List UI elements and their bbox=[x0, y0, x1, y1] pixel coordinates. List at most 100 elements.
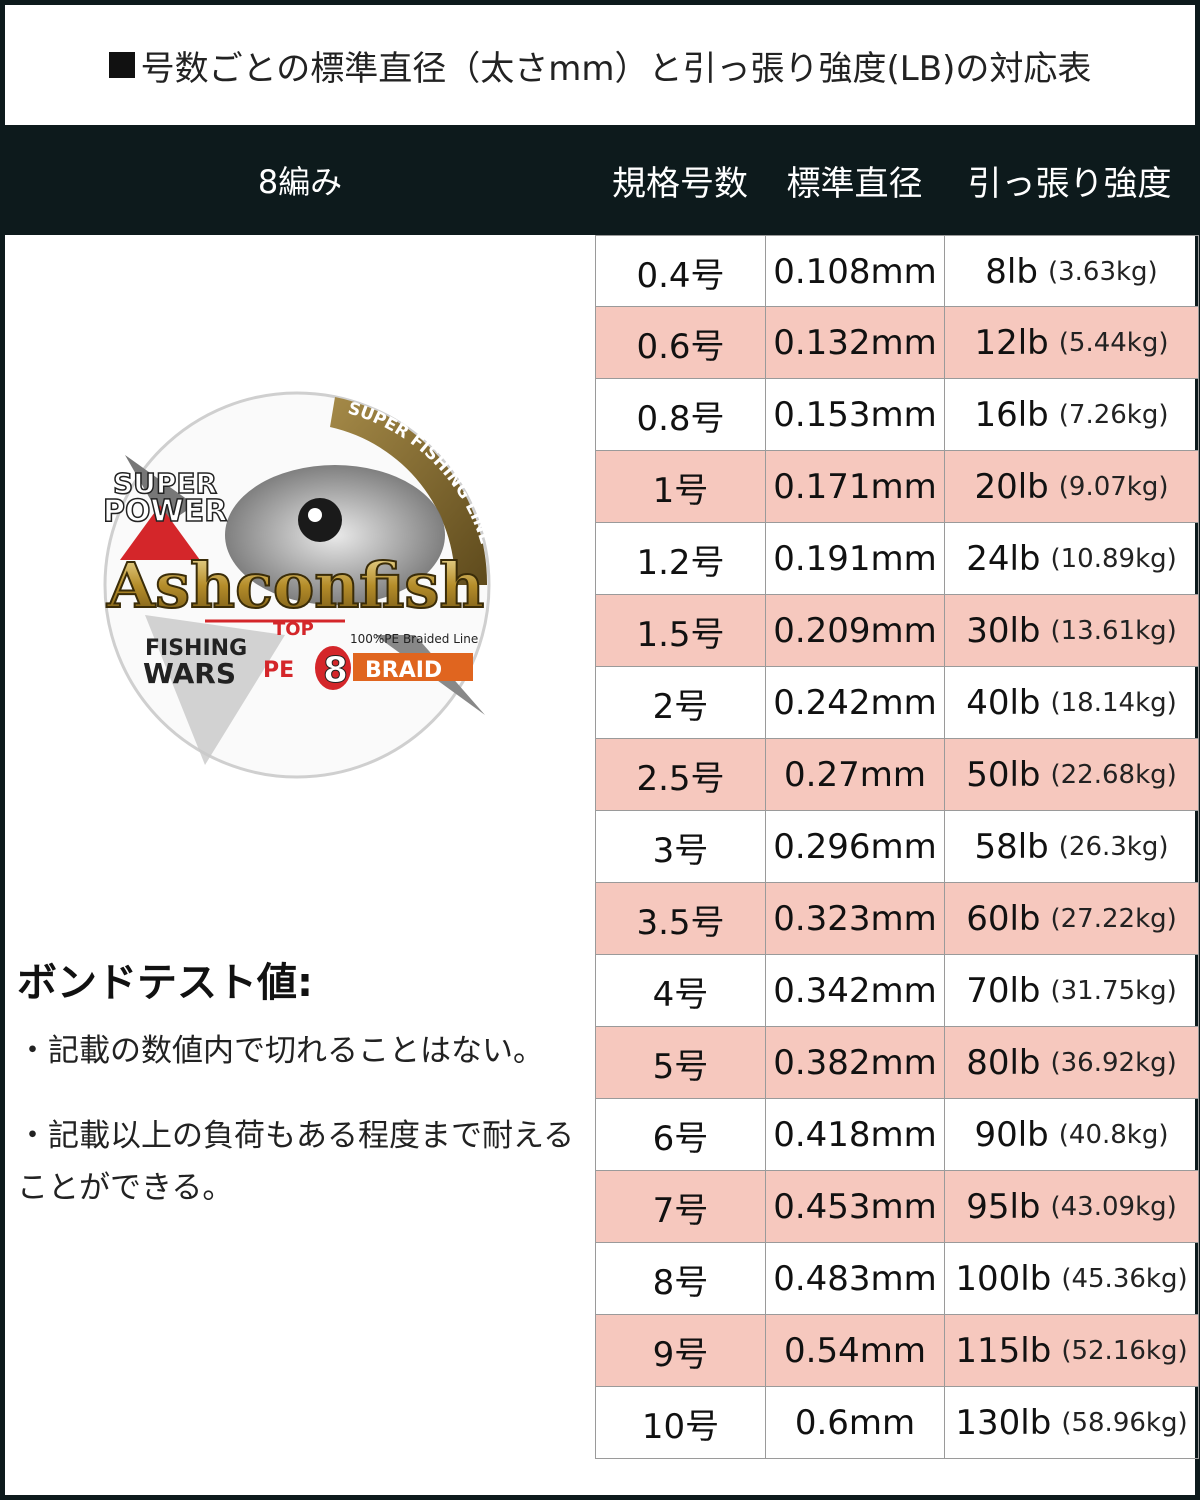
table-row: 2号 0.242mm 40lb (18.14kg) bbox=[595, 667, 1199, 739]
strength-lb: 58lb bbox=[974, 827, 1049, 867]
strength-cell: 115lb (52.16kg) bbox=[944, 1315, 1199, 1387]
logo-top: TOP bbox=[273, 619, 314, 640]
logo-braided-line: 100%PE Braided Line bbox=[350, 632, 478, 646]
bond-test-title: ボンドテスト値: bbox=[17, 960, 313, 1006]
strength-lb: 12lb bbox=[974, 323, 1049, 363]
logo-brand: Ashconfish bbox=[106, 549, 484, 622]
table-row: 1.2号 0.191mm 24lb (10.89kg) bbox=[595, 523, 1199, 595]
size-cell: 7号 bbox=[595, 1171, 765, 1243]
strength-kg: (45.36kg) bbox=[1061, 1264, 1188, 1294]
size-cell: 0.4号 bbox=[595, 236, 765, 308]
diameter-cell: 0.242mm bbox=[765, 667, 944, 739]
header-size: 規格号数 bbox=[612, 163, 748, 204]
diameter-cell: 0.191mm bbox=[765, 523, 944, 595]
strength-cell: 60lb (27.22kg) bbox=[944, 883, 1199, 955]
table-row: 7号 0.453mm 95lb (43.09kg) bbox=[595, 1171, 1199, 1243]
strength-kg: (7.26kg) bbox=[1058, 400, 1169, 430]
strength-lb: 24lb bbox=[966, 539, 1041, 579]
diameter-cell: 0.27mm bbox=[765, 739, 944, 811]
header-strength: 引っ張り強度 bbox=[967, 163, 1172, 204]
bond-note-1: ・記載の数値内で切れることはない。 bbox=[17, 1033, 544, 1069]
table-row: 0.6号 0.132mm 12lb (5.44kg) bbox=[595, 307, 1199, 379]
strength-cell: 100lb (45.36kg) bbox=[944, 1243, 1199, 1315]
strength-cell: 50lb (22.68kg) bbox=[944, 739, 1199, 811]
strength-cell: 70lb (31.75kg) bbox=[944, 955, 1199, 1027]
brand-logo: SUPER FISHING LINE SUPER POWER Ashconfis… bbox=[85, 385, 515, 780]
strength-lb: 20lb bbox=[974, 467, 1049, 507]
strength-cell: 30lb (13.61kg) bbox=[944, 595, 1199, 667]
strength-kg: (52.16kg) bbox=[1061, 1336, 1188, 1366]
strength-lb: 80lb bbox=[966, 1043, 1041, 1083]
size-cell: 1号 bbox=[595, 451, 765, 523]
strength-lb: 8lb bbox=[985, 252, 1038, 292]
strength-lb: 50lb bbox=[966, 755, 1041, 795]
strength-cell: 130lb (58.96kg) bbox=[944, 1387, 1199, 1459]
diameter-cell: 0.209mm bbox=[765, 595, 944, 667]
table-row: 1号 0.171mm 20lb (9.07kg) bbox=[595, 451, 1199, 523]
table-row: 5号 0.382mm 80lb (36.92kg) bbox=[595, 1027, 1199, 1099]
header-braid-type: 8編み bbox=[257, 163, 343, 201]
logo-braid: BRAID bbox=[365, 658, 442, 683]
strength-lb: 16lb bbox=[974, 395, 1049, 435]
strength-kg: (26.3kg) bbox=[1058, 832, 1169, 862]
size-cell: 9号 bbox=[595, 1315, 765, 1387]
strength-cell: 12lb (5.44kg) bbox=[944, 307, 1199, 379]
size-cell: 6号 bbox=[595, 1099, 765, 1171]
strength-cell: 20lb (9.07kg) bbox=[944, 451, 1199, 523]
table-row: 10号 0.6mm 130lb (58.96kg) bbox=[595, 1387, 1199, 1459]
page-frame: 号数ごとの標準直径（太さmm）と引っ張り強度(LB)の対応表 8編み 規格号数 … bbox=[5, 5, 1199, 1495]
size-cell: 0.8号 bbox=[595, 379, 765, 451]
diameter-cell: 0.418mm bbox=[765, 1099, 944, 1171]
diameter-cell: 0.382mm bbox=[765, 1027, 944, 1099]
diameter-cell: 0.171mm bbox=[765, 451, 944, 523]
diameter-cell: 0.296mm bbox=[765, 811, 944, 883]
strength-kg: (3.63kg) bbox=[1047, 257, 1158, 287]
strength-lb: 60lb bbox=[966, 899, 1041, 939]
strength-kg: (58.96kg) bbox=[1061, 1408, 1188, 1438]
logo-pe: PE bbox=[263, 658, 294, 683]
table-row: 0.8号 0.153mm 16lb (7.26kg) bbox=[595, 379, 1199, 451]
table-row: 3号 0.296mm 58lb (26.3kg) bbox=[595, 811, 1199, 883]
diameter-cell: 0.153mm bbox=[765, 379, 944, 451]
size-cell: 3号 bbox=[595, 811, 765, 883]
strength-lb: 70lb bbox=[966, 971, 1041, 1011]
diameter-cell: 0.323mm bbox=[765, 883, 944, 955]
table-row: 9号 0.54mm 115lb (52.16kg) bbox=[595, 1315, 1199, 1387]
table-row: 2.5号 0.27mm 50lb (22.68kg) bbox=[595, 739, 1199, 811]
strength-kg: (22.68kg) bbox=[1050, 760, 1177, 790]
size-cell: 8号 bbox=[595, 1243, 765, 1315]
strength-lb: 130lb bbox=[955, 1403, 1052, 1443]
size-cell: 2号 bbox=[595, 667, 765, 739]
bond-note-2: ・記載以上の負荷もある程度まで耐えることができる。 bbox=[17, 1118, 575, 1206]
logo-power: POWER bbox=[103, 494, 227, 529]
strength-cell: 90lb (40.8kg) bbox=[944, 1099, 1199, 1171]
strength-lb: 40lb bbox=[966, 683, 1041, 723]
diameter-cell: 0.483mm bbox=[765, 1243, 944, 1315]
size-cell: 0.6号 bbox=[595, 307, 765, 379]
size-cell: 1.5号 bbox=[595, 595, 765, 667]
size-cell: 10号 bbox=[595, 1387, 765, 1459]
strength-kg: (18.14kg) bbox=[1050, 688, 1177, 718]
size-cell: 3.5号 bbox=[595, 883, 765, 955]
page-title: 号数ごとの標準直径（太さmm）と引っ張り強度(LB)の対応表 bbox=[5, 5, 1195, 125]
size-cell: 1.2号 bbox=[595, 523, 765, 595]
logo-eight: 8 bbox=[323, 650, 348, 691]
strength-cell: 16lb (7.26kg) bbox=[944, 379, 1199, 451]
diameter-cell: 0.453mm bbox=[765, 1171, 944, 1243]
logo-fishing: FISHING bbox=[145, 636, 247, 661]
table-row: 0.4号 0.108mm 8lb (3.63kg) bbox=[595, 235, 1199, 308]
strength-lb: 100lb bbox=[955, 1259, 1052, 1299]
strength-cell: 24lb (10.89kg) bbox=[944, 523, 1199, 595]
table-row: 6号 0.418mm 90lb (40.8kg) bbox=[595, 1099, 1199, 1171]
strength-kg: (9.07kg) bbox=[1058, 472, 1169, 502]
strength-cell: 58lb (26.3kg) bbox=[944, 811, 1199, 883]
diameter-cell: 0.108mm bbox=[765, 236, 944, 308]
strength-cell: 40lb (18.14kg) bbox=[944, 667, 1199, 739]
logo-super: SUPER bbox=[113, 467, 217, 500]
diameter-cell: 0.6mm bbox=[765, 1387, 944, 1459]
strength-kg: (13.61kg) bbox=[1050, 616, 1177, 646]
strength-kg: (31.75kg) bbox=[1050, 976, 1177, 1006]
diameter-cell: 0.342mm bbox=[765, 955, 944, 1027]
table-row: 4号 0.342mm 70lb (31.75kg) bbox=[595, 955, 1199, 1027]
table-header: 8編み 規格号数 標準直径 引っ張り強度 bbox=[5, 125, 1195, 235]
